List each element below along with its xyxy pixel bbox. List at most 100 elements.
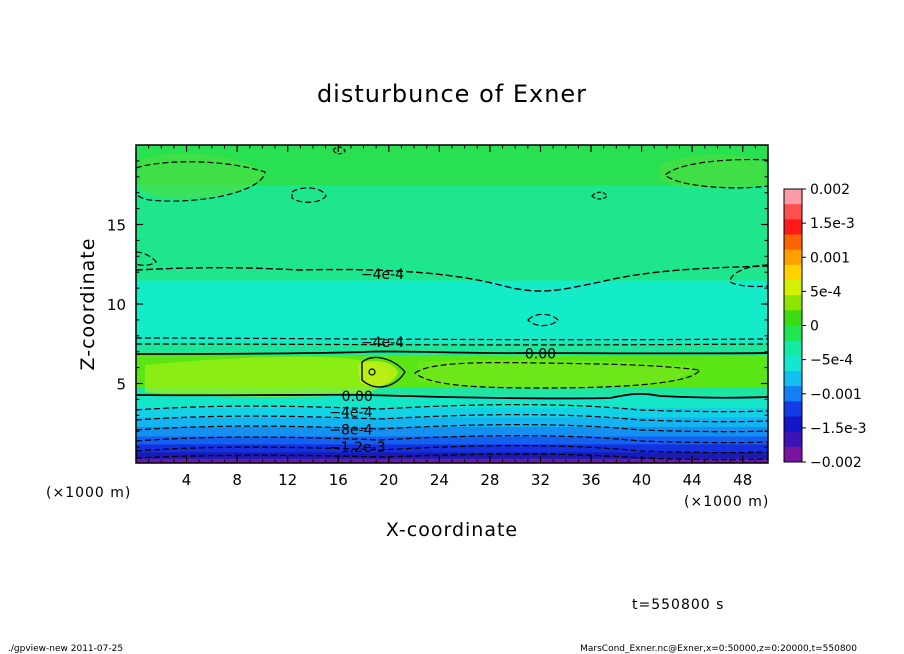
contour-line [136, 445, 768, 454]
field-band [136, 184, 768, 281]
contour-line [136, 404, 768, 413]
contour-line [729, 264, 768, 288]
x-ticks: 4 8 12 16 20 24 28 32 36 40 44 48 [148, 145, 756, 489]
colorbar-swatch [784, 204, 802, 220]
plot-area: −4e-4−4e-40.000.00−4e-4−8e-4−1.2e-3 [136, 145, 768, 463]
colorbar-label: −0.001 [810, 387, 862, 403]
field-patch [358, 360, 398, 387]
x-tick-label: 24 [430, 471, 449, 489]
colorbar-swatch [784, 249, 802, 266]
contour-line [136, 453, 768, 461]
colorbar-swatch [784, 189, 802, 205]
colorbar-swatch [784, 386, 802, 402]
x-tick-label: 4 [182, 471, 192, 489]
colorbar-swatch [784, 340, 802, 357]
contour-line [136, 435, 768, 444]
field-patch [145, 356, 389, 397]
field-patch [660, 154, 765, 189]
contour-line [527, 313, 559, 327]
colorbar-swatch [784, 431, 802, 448]
x-unit-right: (×1000 m) [684, 494, 769, 510]
contour-lines [136, 146, 768, 461]
field-patch [140, 153, 265, 199]
x-tick-label: 48 [733, 471, 752, 489]
x-axis-label: X-coordinate [386, 519, 518, 541]
x-tick-label: 8 [232, 471, 242, 489]
contour-line [664, 158, 768, 189]
colorbar-swatch [784, 264, 802, 281]
field-band [136, 435, 768, 445]
x-tick-label: 44 [683, 471, 702, 489]
contour-label: 0.00 [342, 389, 373, 405]
contour-line [291, 187, 327, 203]
colorbar-swatch [784, 325, 802, 342]
y-axis-label: Z-coordinate [77, 238, 99, 371]
contour-line [136, 350, 768, 355]
contour-label: −1.2e-3 [329, 440, 386, 456]
contour-line [368, 368, 376, 376]
x-unit-left: (×1000 m) [46, 485, 131, 501]
colorbar-label: −1.5e-3 [810, 421, 867, 437]
colorbar-swatch [784, 280, 802, 296]
colorbar-swatch [784, 310, 802, 326]
field-patch [415, 359, 693, 389]
contour-line [332, 146, 346, 155]
contour-label: −4e-4 [361, 267, 404, 283]
contour-line [136, 414, 768, 423]
contour-line [414, 361, 702, 389]
field-band [136, 280, 768, 343]
contour-line [361, 356, 406, 388]
colorbar-label: 0 [810, 319, 819, 335]
field-band [136, 416, 768, 427]
colorbar-swatch [784, 234, 802, 251]
colorbar-label: −5e-4 [810, 353, 853, 369]
x-tick-label: 20 [379, 471, 398, 489]
colorbar-swatch [784, 355, 802, 372]
colorbar-label: 5e-4 [810, 284, 842, 300]
footer-right: MarsCond_Exner.nc@Exner,x=0:50000,z=0:20… [580, 644, 857, 654]
colorbar-label: 1.5e-3 [810, 216, 855, 232]
colorbar: 0.002 1.5e-3 0.001 5e-4 0 −5e-4 −0.001 −1.5e-3 −… [783, 182, 867, 471]
y-tick-label: 10 [107, 296, 126, 314]
field-band [136, 407, 768, 418]
field-band [136, 426, 768, 437]
contour-line [136, 161, 266, 202]
x-tick-label: 28 [480, 471, 499, 489]
y-tick-label: 5 [116, 376, 126, 394]
contour-line [136, 265, 768, 292]
contour-label: −8e-4 [329, 423, 372, 439]
x-tick-label: 40 [632, 471, 651, 489]
colorbar-label: 0.002 [810, 182, 850, 198]
y-ticks: 5 10 15 [107, 160, 768, 448]
footer-left: ./gpview-new 2011-07-25 [8, 644, 123, 654]
x-tick-label: 12 [278, 471, 297, 489]
contour-labels: −4e-4−4e-40.000.00−4e-4−8e-4−1.2e-3 [329, 267, 556, 456]
colorbar-label: −0.002 [810, 455, 862, 471]
contour-line [136, 424, 768, 433]
field-band [136, 443, 768, 453]
field-patches [140, 153, 765, 397]
chart-title: disturbunce of Exner [317, 80, 587, 108]
contour-label: 0.00 [525, 346, 556, 362]
colorbar-swatch [784, 401, 802, 417]
y-tick-label: 15 [107, 217, 126, 235]
x-tick-label: 16 [329, 471, 348, 489]
contour-line [136, 343, 768, 346]
colorbar-swatch [784, 446, 802, 463]
colorbar-swatch [784, 416, 802, 433]
field-band [136, 342, 768, 356]
colorbar-swatch [784, 371, 802, 387]
x-tick-label: 32 [531, 471, 550, 489]
time-label: t=550800 s [632, 597, 724, 613]
colorbar-label: 0.001 [810, 250, 850, 266]
x-tick-label: 36 [581, 471, 600, 489]
contour-label: −4e-4 [329, 405, 372, 421]
colorbar-swatch [784, 219, 802, 235]
contour-line [136, 251, 157, 266]
contour-label: −4e-4 [361, 335, 404, 351]
colorbar-swatch [784, 295, 802, 311]
contour-line [136, 337, 768, 341]
contour-line [136, 392, 768, 400]
field-band [136, 386, 768, 396]
